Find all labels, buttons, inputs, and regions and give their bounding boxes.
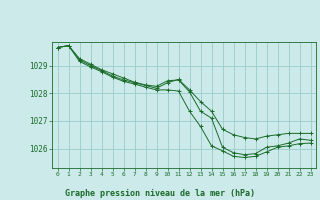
Text: Graphe pression niveau de la mer (hPa): Graphe pression niveau de la mer (hPa) xyxy=(65,189,255,198)
